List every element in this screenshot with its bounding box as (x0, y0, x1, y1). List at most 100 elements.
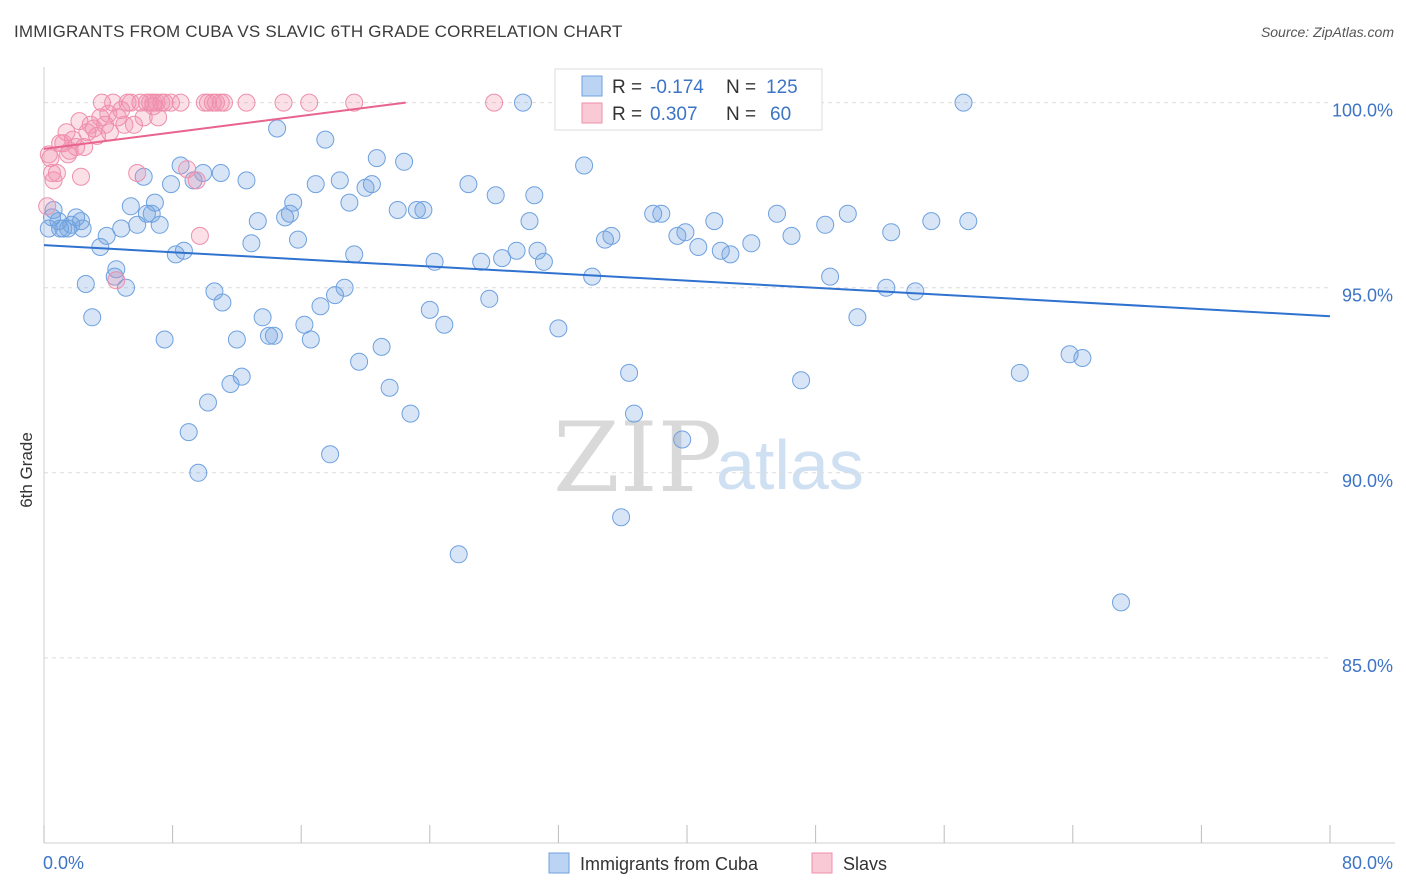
point-cuba (954, 93, 973, 112)
point-cuba (301, 330, 320, 349)
point-cuba (213, 293, 232, 312)
legend-swatch-slavs (811, 852, 833, 874)
point-slavs (345, 93, 364, 112)
point-cuba (472, 252, 491, 271)
legend-swatch-cuba (548, 852, 570, 874)
point-cuba (321, 445, 340, 464)
point-slavs (149, 108, 168, 127)
point-cuba (407, 201, 426, 219)
point-cuba (179, 423, 198, 442)
point-cuba (67, 208, 86, 227)
point-slavs (39, 145, 58, 164)
point-cuba (620, 363, 639, 382)
point-cuba (652, 204, 671, 223)
legend: Immigrants from Cuba Slavs (548, 852, 887, 874)
point-cuba (232, 367, 251, 386)
point-cuba (83, 308, 102, 327)
x-tick-label-right: 80.0% (1342, 853, 1393, 873)
point-cuba (150, 215, 169, 234)
point-cuba (742, 234, 761, 253)
point-cuba (199, 393, 217, 412)
stats-r-label-slavs: R = (612, 104, 642, 125)
point-cuba (493, 249, 512, 268)
point-slavs (485, 93, 504, 112)
point-cuba (284, 193, 303, 212)
point-cuba (480, 289, 499, 308)
y-tick-label: 85.0% (1342, 656, 1393, 676)
point-cuba (486, 186, 505, 205)
y-axis-label: 6th Grade (17, 432, 36, 508)
point-cuba (721, 245, 740, 264)
point-slavs (215, 93, 233, 112)
y-tick-label: 100.0% (1332, 101, 1393, 121)
point-cuba (372, 337, 391, 356)
point-cuba (711, 241, 730, 260)
point-cuba (602, 226, 621, 245)
point-cuba (705, 212, 724, 231)
point-cuba (525, 186, 544, 205)
stats-n-value-slavs: 60 (770, 104, 791, 125)
legend-label-cuba: Immigrants from Cuba (580, 854, 759, 874)
point-cuba (388, 201, 407, 219)
point-cuba (1010, 363, 1029, 382)
point-slavs (237, 93, 256, 112)
point-cuba (507, 241, 526, 260)
point-cuba (97, 226, 116, 245)
trend-line-cuba (43, 244, 1331, 318)
point-cuba (676, 223, 695, 242)
point-cuba (76, 275, 95, 293)
point-cuba (260, 326, 278, 345)
point-cuba (877, 278, 896, 297)
source-note: Source: ZipAtlas.com (1260, 24, 1394, 40)
point-cuba (306, 175, 325, 194)
point-cuba (311, 297, 330, 316)
axes (43, 67, 1395, 844)
trend-line-slavs (43, 101, 406, 150)
point-cuba (514, 93, 532, 112)
stats-r-value-cuba: -0.174 (650, 77, 704, 98)
point-cuba (816, 215, 835, 234)
point-slavs (121, 93, 140, 112)
point-slavs (59, 145, 78, 164)
point-cuba (221, 375, 240, 393)
point-cuba (162, 175, 180, 194)
stats-swatch-cuba (581, 75, 603, 97)
point-slavs (190, 226, 209, 245)
point-cuba (227, 330, 246, 349)
point-cuba (848, 308, 867, 327)
point-cuba (380, 378, 399, 397)
point-cuba (549, 319, 568, 338)
point-cuba (289, 230, 307, 249)
legend-label-slavs: Slavs (843, 854, 887, 874)
point-cuba (838, 204, 857, 223)
point-slavs (300, 93, 319, 112)
point-cuba (367, 149, 386, 168)
point-cuba (459, 175, 478, 194)
point-cuba (959, 212, 978, 231)
point-slavs (107, 271, 126, 290)
point-slavs (47, 164, 66, 182)
point-cuba (520, 212, 539, 231)
stats-swatch-slavs (581, 102, 603, 124)
point-cuba (51, 219, 70, 238)
point-cuba (625, 404, 643, 423)
point-cuba (362, 175, 381, 194)
chart-title: IMMIGRANTS FROM CUBA VS SLAVIC 6TH GRADE… (14, 22, 623, 41)
point-cuba (72, 212, 90, 231)
point-cuba (906, 282, 925, 301)
point-cuba (121, 197, 140, 216)
point-cuba (326, 286, 344, 305)
stats-r-value-slavs: 0.307 (650, 104, 698, 125)
point-cuba (350, 352, 369, 371)
point-cuba (211, 164, 230, 182)
point-cuba (673, 430, 692, 449)
y-tick-label: 90.0% (1342, 471, 1393, 491)
point-cuba (792, 371, 811, 390)
point-cuba (435, 315, 454, 334)
point-cuba (73, 219, 92, 238)
stats-n-label-cuba: N = (726, 77, 756, 98)
point-slavs (112, 101, 131, 119)
point-cuba (330, 171, 349, 190)
point-cuba (155, 330, 174, 349)
point-cuba (280, 204, 299, 223)
